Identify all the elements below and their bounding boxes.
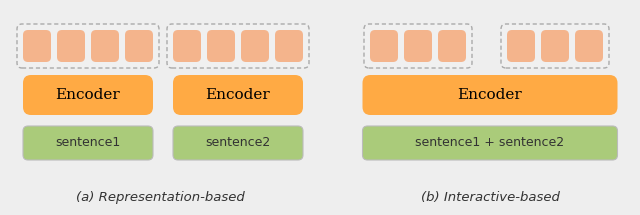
Text: (a) Representation-based: (a) Representation-based [76, 190, 244, 204]
FancyBboxPatch shape [173, 30, 201, 62]
FancyBboxPatch shape [173, 126, 303, 160]
FancyBboxPatch shape [501, 24, 609, 68]
FancyBboxPatch shape [362, 75, 618, 115]
Text: Encoder: Encoder [458, 88, 522, 102]
FancyBboxPatch shape [438, 30, 466, 62]
FancyBboxPatch shape [541, 30, 569, 62]
Text: sentence1: sentence1 [56, 137, 120, 149]
FancyBboxPatch shape [207, 30, 235, 62]
FancyBboxPatch shape [23, 30, 51, 62]
FancyBboxPatch shape [91, 30, 119, 62]
FancyBboxPatch shape [507, 30, 535, 62]
FancyBboxPatch shape [241, 30, 269, 62]
FancyBboxPatch shape [275, 30, 303, 62]
Text: sentence1 + sentence2: sentence1 + sentence2 [415, 137, 564, 149]
FancyBboxPatch shape [362, 126, 618, 160]
FancyBboxPatch shape [364, 24, 472, 68]
FancyBboxPatch shape [125, 30, 153, 62]
Text: Encoder: Encoder [56, 88, 120, 102]
FancyBboxPatch shape [173, 75, 303, 115]
FancyBboxPatch shape [57, 30, 85, 62]
Text: sentence2: sentence2 [205, 137, 271, 149]
FancyBboxPatch shape [17, 24, 159, 68]
FancyBboxPatch shape [370, 30, 398, 62]
Text: Encoder: Encoder [205, 88, 270, 102]
Text: (b) Interactive-based: (b) Interactive-based [420, 190, 559, 204]
FancyBboxPatch shape [404, 30, 432, 62]
FancyBboxPatch shape [23, 75, 153, 115]
FancyBboxPatch shape [23, 126, 153, 160]
FancyBboxPatch shape [575, 30, 603, 62]
FancyBboxPatch shape [167, 24, 309, 68]
